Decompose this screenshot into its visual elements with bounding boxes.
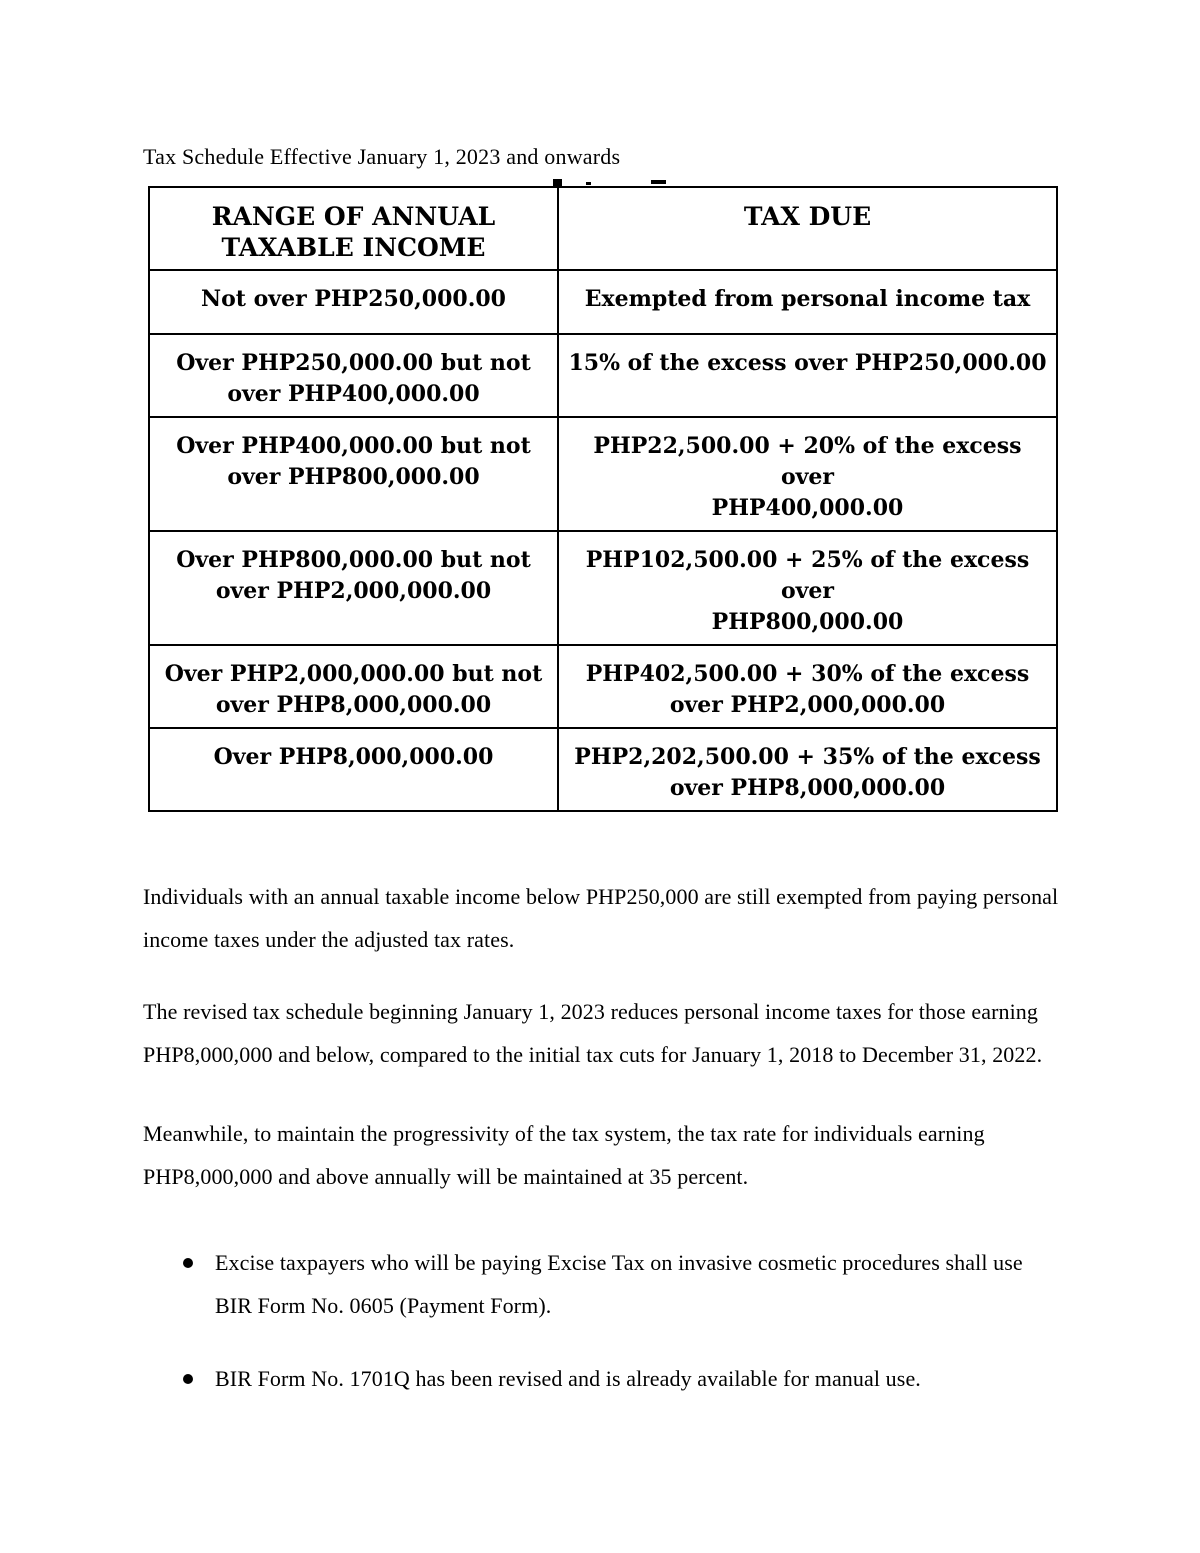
bullet-text-excise-taxpayers: Excise taxpayers who will be paying Exci… bbox=[215, 1250, 1023, 1318]
clipped-text-artifact bbox=[586, 182, 591, 185]
list-item: BIR Form No. 1701Q has been revised and … bbox=[143, 1357, 1103, 1400]
column-header-tax-due: TAX DUE bbox=[557, 186, 1058, 271]
paragraph-revised-schedule: The revised tax schedule beginning Janua… bbox=[143, 999, 1043, 1067]
document-content: Tax Schedule Effective January 1, 2023 a… bbox=[143, 0, 1103, 1400]
range-cell: Not over PHP250,000.00 bbox=[148, 269, 559, 335]
paragraph-exemption-note: Individuals with an annual taxable incom… bbox=[143, 884, 1059, 952]
tax-due-cell: Exempted from personal income tax bbox=[557, 269, 1058, 335]
tax-due-cell: PHP402,500.00 + 30% of the excess over P… bbox=[557, 644, 1058, 729]
table-row: Over PHP250,000.00 but not over PHP400,0… bbox=[148, 333, 1058, 418]
bullet-text-bir-form-1701q: BIR Form No. 1701Q has been revised and … bbox=[215, 1366, 921, 1391]
table-row: Over PHP2,000,000.00 but not over PHP8,0… bbox=[148, 644, 1058, 729]
range-cell: Over PHP400,000.00 but not over PHP800,0… bbox=[148, 416, 559, 532]
range-cell: Over PHP8,000,000.00 bbox=[148, 727, 559, 812]
page-title: Tax Schedule Effective January 1, 2023 a… bbox=[143, 144, 621, 169]
range-cell: Over PHP2,000,000.00 but not over PHP8,0… bbox=[148, 644, 559, 729]
table-row: Over PHP400,000.00 but not over PHP800,0… bbox=[148, 416, 1058, 532]
list-item: Excise taxpayers who will be paying Exci… bbox=[143, 1241, 1103, 1327]
column-header-range-of-annual-taxable-income: RANGE OF ANNUAL TAXABLE INCOME bbox=[148, 186, 559, 271]
table-row: Over PHP8,000,000.00 PHP2,202,500.00 + 3… bbox=[148, 727, 1058, 812]
tax-due-cell: PHP102,500.00 + 25% of the excess over P… bbox=[557, 530, 1058, 646]
tax-due-cell: PHP22,500.00 + 20% of the excess over PH… bbox=[557, 416, 1058, 532]
clipped-text-artifact bbox=[651, 180, 666, 184]
paragraph-progressivity: Meanwhile, to maintain the progressivity… bbox=[143, 1121, 985, 1189]
bullet-list: Excise taxpayers who will be paying Exci… bbox=[143, 1241, 1103, 1400]
tax-due-cell: 15% of the excess over PHP250,000.00 bbox=[557, 333, 1058, 418]
table-header-row: RANGE OF ANNUAL TAXABLE INCOME TAX DUE bbox=[148, 186, 1058, 271]
tax-schedule-table: RANGE OF ANNUAL TAXABLE INCOME TAX DUE N… bbox=[148, 186, 1058, 812]
range-cell: Over PHP800,000.00 but not over PHP2,000… bbox=[148, 530, 559, 646]
tax-due-cell: PHP2,202,500.00 + 35% of the excess over… bbox=[557, 727, 1058, 812]
table-row: Over PHP800,000.00 but not over PHP2,000… bbox=[148, 530, 1058, 646]
bullet-icon bbox=[183, 1374, 193, 1384]
bullet-icon bbox=[183, 1258, 193, 1268]
table-row: Not over PHP250,000.00 Exempted from per… bbox=[148, 269, 1058, 335]
range-cell: Over PHP250,000.00 but not over PHP400,0… bbox=[148, 333, 559, 418]
tax-table-wrapper: RANGE OF ANNUAL TAXABLE INCOME TAX DUE N… bbox=[148, 179, 1058, 812]
clipped-text-artifact bbox=[553, 179, 562, 187]
